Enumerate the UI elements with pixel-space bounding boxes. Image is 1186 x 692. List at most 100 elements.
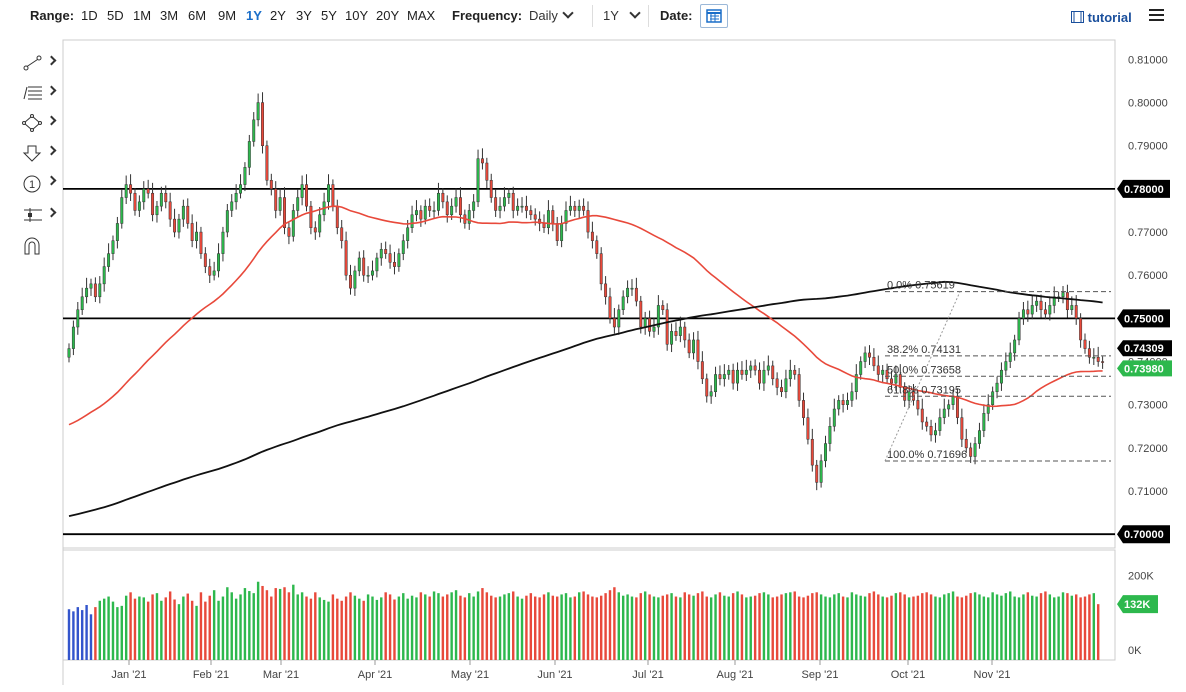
- shape-tool[interactable]: [18, 112, 58, 134]
- candle-body: [626, 287, 630, 298]
- calendar-button[interactable]: [700, 4, 728, 28]
- candle-body: [313, 227, 317, 233]
- candle-body: [722, 374, 726, 380]
- candle-body: [410, 214, 414, 228]
- candle-body: [458, 197, 462, 216]
- candle-body: [393, 262, 396, 267]
- volume-bar: [613, 587, 616, 660]
- candle-body: [665, 309, 669, 345]
- range-button-5y[interactable]: 5Y: [321, 8, 337, 23]
- volume-bar: [1070, 595, 1074, 660]
- candle-body: [195, 231, 199, 241]
- volume-bar: [274, 588, 277, 660]
- volume-bar: [358, 598, 361, 660]
- hamburger-menu-icon[interactable]: [1149, 9, 1164, 22]
- x-tick-label: Mar '21: [263, 669, 299, 681]
- volume-bar: [899, 592, 902, 660]
- candle-body: [762, 369, 766, 384]
- candle-body: [388, 253, 392, 263]
- line-tool-icon: [23, 55, 42, 71]
- range-button-2y[interactable]: 2Y: [270, 8, 286, 23]
- volume-bar: [111, 601, 115, 660]
- range-button-6m[interactable]: 6M: [188, 8, 207, 23]
- volume-bar: [388, 594, 392, 660]
- candle-body: [406, 227, 410, 241]
- volume-bar: [278, 588, 282, 660]
- volume-bar: [243, 588, 247, 660]
- range-button-10y[interactable]: 10Y: [345, 8, 369, 23]
- candle-body: [841, 400, 845, 405]
- candle-body: [344, 240, 348, 276]
- volume-bar: [406, 598, 409, 660]
- range-button-20y[interactable]: 20Y: [376, 8, 400, 23]
- candle-body: [67, 348, 71, 358]
- range-button-max[interactable]: MAX: [407, 8, 436, 23]
- candle-body: [397, 253, 401, 267]
- candle-body: [1017, 318, 1021, 341]
- volume-bar: [841, 596, 845, 660]
- candle-body: [898, 374, 902, 388]
- volume-bar: [221, 596, 225, 660]
- candle-body: [736, 369, 740, 384]
- candle-body: [568, 205, 572, 211]
- candle-body: [1101, 361, 1105, 363]
- candle-body: [973, 443, 977, 457]
- candle-body: [731, 369, 735, 384]
- volume-bar: [569, 597, 572, 660]
- candle-body: [159, 192, 163, 207]
- candle-body: [670, 331, 674, 345]
- candle-body: [115, 223, 119, 241]
- candle-body: [696, 339, 700, 362]
- volume-bar: [556, 596, 559, 660]
- volume-bar: [1022, 594, 1025, 660]
- range-button-1m[interactable]: 1M: [133, 8, 152, 23]
- range-button-3m[interactable]: 3M: [160, 8, 179, 23]
- candle-body: [349, 274, 352, 289]
- x-tick-label: Jun '21: [537, 669, 572, 681]
- candle-body: [1021, 309, 1025, 319]
- candle-body: [846, 400, 849, 405]
- date-label: Date:: [660, 8, 693, 23]
- volume-bar: [1053, 597, 1056, 660]
- volume-bar: [195, 605, 198, 660]
- period-select[interactable]: 1Y: [603, 7, 641, 23]
- annotation-tool[interactable]: 1: [18, 172, 58, 194]
- candle-body: [230, 201, 234, 211]
- frequency-select[interactable]: Daily: [529, 7, 574, 23]
- volume-bar: [160, 600, 163, 660]
- volume-bar: [248, 591, 251, 660]
- line-tool[interactable]: [18, 52, 58, 74]
- volume-bar: [446, 594, 449, 660]
- volume-bar: [72, 611, 75, 660]
- candle-body: [955, 395, 959, 418]
- volume-bar: [476, 591, 480, 660]
- volume-bar: [595, 597, 599, 660]
- volume-bar: [507, 593, 511, 660]
- range-button-1d[interactable]: 1D: [81, 8, 98, 23]
- candle-body: [885, 369, 889, 380]
- range-button-1y[interactable]: 1Y: [246, 8, 262, 23]
- volume-bar: [811, 593, 814, 660]
- measure-tool[interactable]: [18, 204, 58, 226]
- level-tag: [1117, 309, 1170, 328]
- volume-bar: [107, 596, 110, 660]
- volume-bar: [591, 596, 594, 660]
- volume-bar: [621, 595, 625, 660]
- candle-body: [252, 119, 256, 142]
- magnet-tool[interactable]: [18, 234, 58, 256]
- candle-body: [401, 240, 405, 254]
- fib-tool[interactable]: [18, 82, 58, 104]
- tutorial-link[interactable]: tutorial: [1071, 10, 1132, 25]
- arrow-tool[interactable]: [18, 142, 58, 164]
- volume-bar: [512, 591, 515, 660]
- volume-bar: [982, 596, 986, 660]
- volume-bar: [573, 596, 577, 660]
- candle-body: [274, 188, 278, 211]
- volume-bar: [296, 594, 299, 660]
- range-button-9m[interactable]: 9M: [218, 8, 237, 23]
- candle-body: [687, 339, 691, 354]
- volume-bar: [912, 596, 915, 660]
- range-button-3y[interactable]: 3Y: [296, 8, 312, 23]
- range-button-5d[interactable]: 5D: [107, 8, 124, 23]
